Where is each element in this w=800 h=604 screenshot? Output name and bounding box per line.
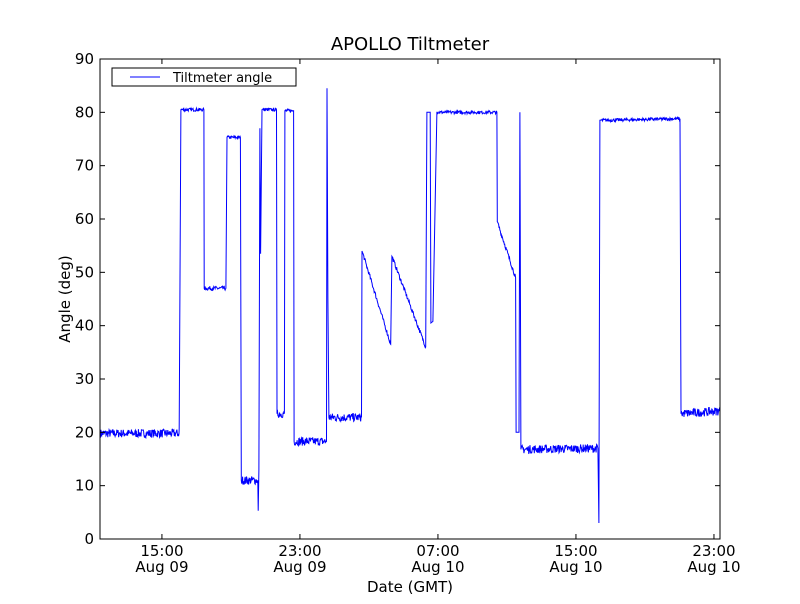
x-tick-label-time: 07:00 xyxy=(416,542,459,560)
plot-area xyxy=(99,88,721,524)
x-tick-label-date: Aug 10 xyxy=(549,558,602,576)
y-tick-label: 0 xyxy=(84,530,94,548)
x-tick-label-time: 23:00 xyxy=(278,542,321,560)
y-tick-label: 10 xyxy=(75,477,94,495)
legend-box xyxy=(111,67,297,87)
y-axis-label: Angle (deg) xyxy=(56,255,74,342)
y-tick-label: 80 xyxy=(75,103,94,121)
x-tick-label-time: 15:00 xyxy=(140,542,183,560)
x-tick-label-date: Aug 10 xyxy=(411,558,464,576)
legend: Tiltmeter angle xyxy=(111,67,297,87)
legend-label: Tiltmeter angle xyxy=(172,71,272,86)
x-tick-label-time: 15:00 xyxy=(554,542,597,560)
axes-frame xyxy=(99,58,721,540)
y-tick-label: 50 xyxy=(75,263,94,281)
series-line-tiltmeter-angle xyxy=(99,88,721,524)
x-tick-label-time: 23:00 xyxy=(692,542,735,560)
x-tick-label-date: Aug 09 xyxy=(135,558,188,576)
x-tick-label-date: Aug 10 xyxy=(687,558,740,576)
y-tick-label: 40 xyxy=(75,317,94,335)
y-tick-label: 90 xyxy=(75,50,94,68)
chart-title: APOLLO Tiltmeter xyxy=(331,34,490,55)
x-axis-label: Date (GMT) xyxy=(367,578,453,596)
y-tick-label: 70 xyxy=(75,157,94,175)
y-tick-label: 30 xyxy=(75,370,94,388)
x-tick-label-date: Aug 09 xyxy=(273,558,326,576)
y-tick-label: 20 xyxy=(75,423,94,441)
y-tick-label: 60 xyxy=(75,210,94,228)
